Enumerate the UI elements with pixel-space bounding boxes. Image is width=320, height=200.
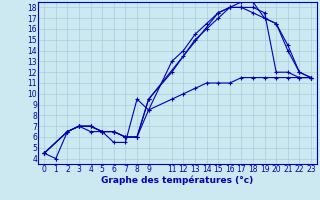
X-axis label: Graphe des températures (°c): Graphe des températures (°c) (101, 176, 254, 185)
